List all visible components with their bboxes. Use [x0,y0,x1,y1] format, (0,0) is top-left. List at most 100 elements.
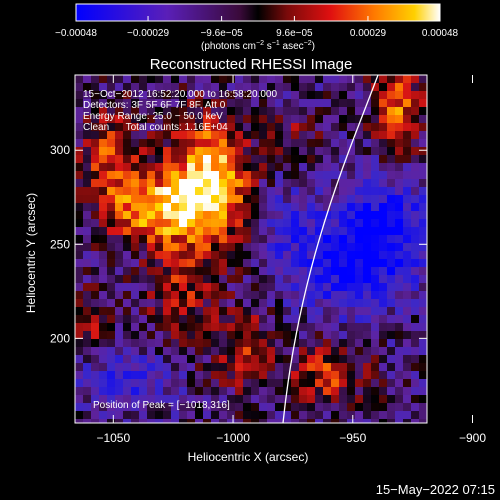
heatmap-cell [323,371,331,379]
heatmap-cell [267,251,275,259]
heatmap-cell [171,91,179,99]
heatmap-cell [163,315,171,323]
heatmap-cell [355,403,363,411]
heatmap-cell [283,91,291,99]
heatmap-cell [419,267,427,275]
heatmap-cell [395,267,403,275]
heatmap-cell [219,227,227,235]
heatmap-cell [307,355,315,363]
heatmap-cell [403,323,411,331]
heatmap-cell [347,155,355,163]
heatmap-cell [331,91,339,99]
heatmap-cell [131,371,139,379]
heatmap-cell [283,339,291,347]
heatmap-cell [299,347,307,355]
heatmap-cell [403,299,411,307]
heatmap-cell [219,195,227,203]
heatmap-cell [171,403,179,411]
heatmap-cell [387,259,395,267]
heatmap-cell [323,227,331,235]
heatmap-cell [291,75,299,83]
heatmap-cell [259,331,267,339]
heatmap-cell [243,331,251,339]
heatmap-cell [395,163,403,171]
heatmap-cell [275,235,283,243]
heatmap-cell [195,347,203,355]
heatmap-cell [371,291,379,299]
heatmap-cell [363,251,371,259]
heatmap-cell [187,323,195,331]
heatmap-cell [147,347,155,355]
heatmap-cell [243,131,251,139]
heatmap-cell [275,115,283,123]
heatmap-cell [315,275,323,283]
heatmap-cell [227,227,235,235]
heatmap-cell [387,291,395,299]
heatmap-cell [387,203,395,211]
heatmap-cell [283,203,291,211]
heatmap-cell [371,91,379,99]
heatmap-cell [323,363,331,371]
heatmap-cell [323,411,331,419]
heatmap-cell [211,315,219,323]
heatmap-cell [419,275,427,283]
heatmap-cell [187,163,195,171]
x-tick-label-3: −900 [459,431,486,445]
heatmap-cell [339,83,347,91]
heatmap-cell [91,195,99,203]
heatmap-cell [227,195,235,203]
heatmap-cell [227,331,235,339]
heatmap-cell [107,155,115,163]
heatmap-cell [395,131,403,139]
heatmap-cell [419,403,427,411]
heatmap-cell [315,203,323,211]
heatmap-cell [267,419,275,423]
heatmap-cell [259,155,267,163]
heatmap-cell [203,203,211,211]
heatmap-cell [171,179,179,187]
heatmap-cell [371,227,379,235]
heatmap-cell [283,291,291,299]
heatmap-cell [163,123,171,131]
heatmap-cell [251,227,259,235]
heatmap-cell [307,211,315,219]
heatmap-cell [259,235,267,243]
heatmap-cell [219,387,227,395]
heatmap-cell [275,379,283,387]
heatmap-cell [363,323,371,331]
heatmap-cell [251,219,259,227]
heatmap-cell [171,347,179,355]
heatmap-cell [195,211,203,219]
heatmap-cell [99,163,107,171]
heatmap-cell [75,75,83,83]
heatmap-cell [91,163,99,171]
heatmap-cell [163,211,171,219]
heatmap-cell [315,163,323,171]
heatmap-cell [355,131,363,139]
heatmap-cell [219,243,227,251]
heatmap-cell [131,291,139,299]
heatmap-cell [315,379,323,387]
heatmap-cell [203,163,211,171]
heatmap-cell [91,267,99,275]
heatmap-cell [235,139,243,147]
heatmap-cell [203,387,211,395]
heatmap-cell [235,187,243,195]
heatmap-cell [299,131,307,139]
heatmap-cell [347,387,355,395]
heatmap-cell [347,163,355,171]
heatmap-cell [355,107,363,115]
heatmap-cell [331,339,339,347]
heatmap-cell [99,91,107,99]
heatmap-cell [171,355,179,363]
heatmap-cell [131,171,139,179]
heatmap-cell [195,395,203,403]
heatmap-cell [387,355,395,363]
heatmap-cell [179,267,187,275]
heatmap-cell [331,371,339,379]
heatmap-cell [315,123,323,131]
heatmap-cell [99,155,107,163]
heatmap-cell [115,339,123,347]
heatmap-cell [99,235,107,243]
